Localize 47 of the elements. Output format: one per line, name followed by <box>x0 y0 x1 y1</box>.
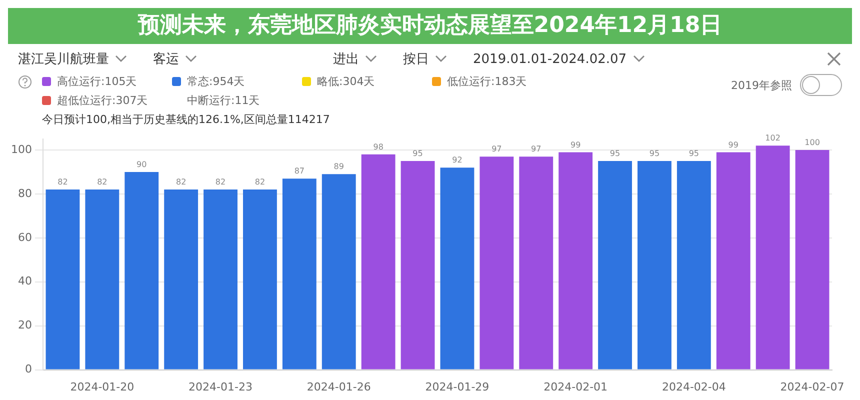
data-label: 102 <box>765 134 780 143</box>
data-label: 82 <box>97 178 108 187</box>
data-label: 98 <box>373 142 384 152</box>
y-tick-label: 100 <box>10 142 32 156</box>
x-tick-label: 2024-02-01 <box>544 380 608 394</box>
legend-label: 低位运行:183天 <box>446 74 528 89</box>
x-tick-label: 2024-01-29 <box>425 380 490 394</box>
text: 2019.01.01-2024.02.07 <box>473 52 627 66</box>
y-tick-label: 20 <box>18 318 32 332</box>
data-label: 95 <box>688 149 700 158</box>
legend-label: 超低位运行:307天 <box>56 93 149 108</box>
data-label: 87 <box>294 166 305 176</box>
legend-label: 常态:954天 <box>186 74 246 89</box>
data-label: 99 <box>728 140 738 150</box>
text: 中断运行:11天 <box>186 93 261 108</box>
text: 进出 <box>333 51 359 68</box>
text: 客运 <box>153 51 179 68</box>
data-label: 89 <box>334 162 344 172</box>
data-label: 82 <box>254 178 266 187</box>
text: 按日 <box>403 51 429 68</box>
y-tick-label: 40 <box>18 274 32 288</box>
data-label: 95 <box>610 149 620 158</box>
x-tick-label: 2024-01-23 <box>188 380 252 394</box>
text: 今日预计100,相当于历史基线的126.1%,区间总量114217 <box>42 112 330 127</box>
data-label: 97 <box>531 144 542 154</box>
text: 2019年参照 <box>731 78 792 92</box>
data-label: 92 <box>452 156 462 165</box>
data-label: 95 <box>412 149 423 158</box>
y-tick-label: 0 <box>24 362 32 376</box>
data-label: 95 <box>649 149 660 158</box>
legend-label: 略低:304天 <box>316 74 376 89</box>
y-tick-label: 60 <box>18 230 32 244</box>
data-label: 99 <box>570 140 581 150</box>
data-label: 90 <box>136 160 147 170</box>
y-tick-label: 80 <box>18 186 32 200</box>
x-tick-label: 2024-01-20 <box>70 380 134 394</box>
x-tick-label: 2024-01-26 <box>306 380 371 394</box>
legend-label: 高位运行:105天 <box>56 74 138 89</box>
data-label: 82 <box>215 178 226 187</box>
x-tick-label: 2024-02-04 <box>662 380 726 394</box>
chart-title: 预测未来，东莞地区肺炎实时动态展望至2024年12月18日 <box>8 8 852 44</box>
x-tick-label: 2024-02-07 <box>780 380 844 394</box>
data-label: 82 <box>58 178 68 187</box>
data-label: 82 <box>176 178 186 187</box>
data-label: 100 <box>804 138 820 148</box>
data-label: 97 <box>492 144 502 154</box>
text: 湛江吴川航班量 <box>18 51 109 68</box>
